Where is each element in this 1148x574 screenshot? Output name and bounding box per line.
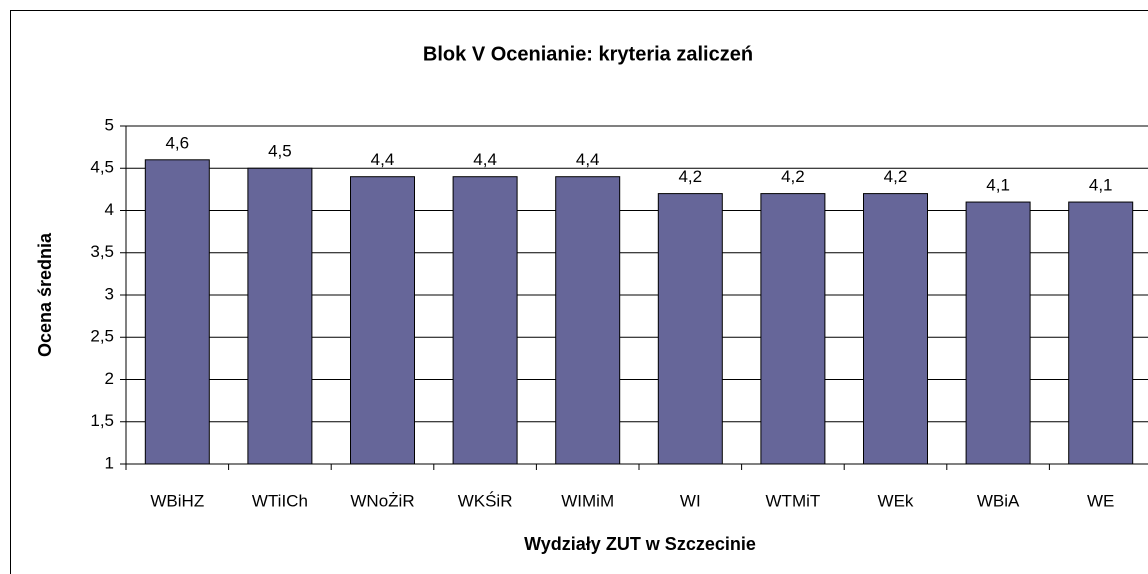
bar [452,176,518,465]
bar [760,193,826,465]
x-tick-label: WI [680,491,701,510]
x-tick-label: WKŚiR [458,491,513,510]
bar [247,167,313,465]
chart-title: Blok V Ocenianie: kryteria zaliczeń [423,43,753,65]
data-label: 4,2 [781,167,805,186]
x-axis-label: Wydziały ZUT w Szczecinie [524,534,756,554]
bar [555,176,621,465]
data-label: 4,1 [986,176,1010,195]
x-tick-label: WTiICh [252,491,308,510]
bar [657,193,723,465]
data-label: 4,5 [268,142,292,161]
y-tick-label: 2,5 [90,327,114,346]
bar [863,193,928,465]
data-label: 4,2 [678,167,702,186]
y-tick-label: 1,5 [90,411,114,430]
y-tick-label: 3,5 [90,242,114,261]
x-tick-label: WBiHZ [150,491,204,510]
x-tick-label: WNoŻiR [350,491,414,510]
y-tick-label: 4,5 [90,158,114,177]
x-tick-label: WTMiT [766,491,821,510]
y-tick-label: 1 [105,453,114,472]
x-tick-label: WEk [878,491,914,510]
bar [1068,201,1134,465]
data-label: 4,1 [1089,176,1113,195]
x-tick-label: WIMiM [561,491,614,510]
y-tick-label: 5 [105,115,114,134]
bar [350,176,415,465]
y-tick-label: 3 [105,284,114,303]
y-tick-label: 4 [105,200,114,219]
bar [144,159,210,465]
x-tick-label: WBiA [977,491,1020,510]
data-label: 4,4 [473,150,497,169]
data-label: 4,4 [371,150,395,169]
x-tick-label: WE [1087,491,1114,510]
data-label: 4,2 [884,167,908,186]
bar [965,201,1031,465]
y-tick-label: 2 [105,369,114,388]
data-label: 4,4 [576,150,600,169]
data-label: 4,6 [165,133,189,152]
y-axis-label: Ocena średnia [35,232,55,357]
